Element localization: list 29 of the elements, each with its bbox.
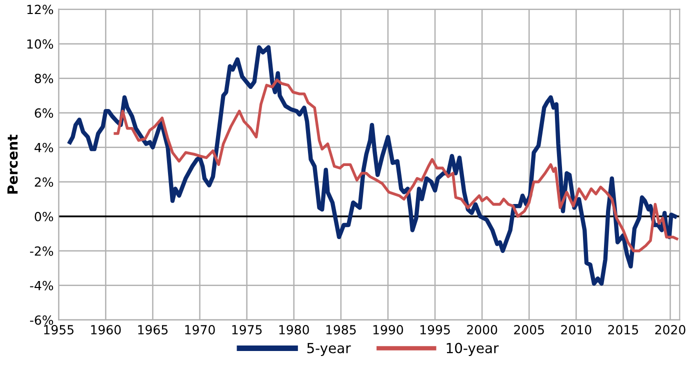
x-tick-label: 2005 (514, 325, 544, 334)
x-tick-label: 1995 (420, 325, 450, 334)
legend-label: 10-year (446, 342, 499, 356)
y-tick-label: 6% (34, 108, 54, 118)
x-tick-label: 2010 (561, 325, 592, 334)
y-tick-label: -2% (30, 246, 54, 256)
y-tick-label: 10% (27, 39, 54, 49)
x-tick-label: 1990 (373, 325, 404, 334)
line-series (68, 45, 678, 286)
x-tick-label: 2015 (608, 325, 638, 334)
x-tick-label: 1980 (279, 325, 309, 334)
y-tick-label: 2% (34, 177, 54, 187)
y-tick-label: 0% (34, 212, 54, 222)
y-tick-label: 4% (34, 142, 54, 152)
x-tick-label: 1960 (91, 325, 121, 334)
x-tick-label: 1975 (232, 325, 262, 334)
x-tick-label: 1985 (326, 325, 356, 334)
y-tick-label: -4% (30, 280, 54, 290)
y-tick-label: 8% (34, 74, 54, 84)
x-tick-label: 2020 (655, 325, 686, 334)
y-tick-label: 12% (27, 4, 54, 14)
x-tick-label: 1970 (185, 325, 215, 334)
y-tick-label: -6% (30, 315, 54, 325)
line-series (114, 78, 678, 252)
y-axis-title: Percent (7, 134, 18, 194)
x-tick-label: 1955 (44, 325, 74, 334)
x-tick-label: 1965 (138, 325, 168, 334)
legend-label: 5-year (307, 342, 351, 356)
x-tick-label: 2000 (467, 325, 498, 334)
